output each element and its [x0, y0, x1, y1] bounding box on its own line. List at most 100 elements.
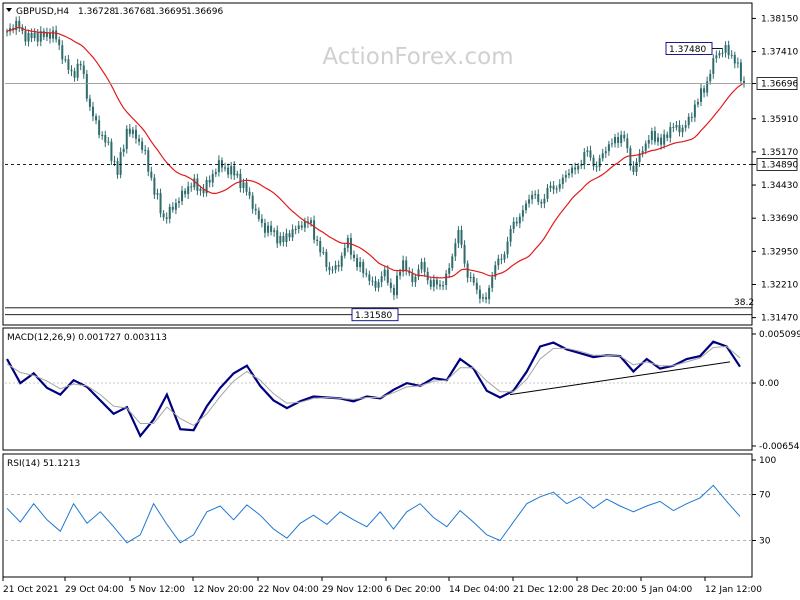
candle-body — [273, 230, 276, 232]
candle-body — [325, 251, 328, 267]
candle-body — [727, 45, 730, 56]
candle-body — [24, 31, 27, 42]
candle-body — [73, 71, 76, 78]
candle-body — [254, 208, 257, 211]
candle-body — [414, 276, 417, 283]
candle-body — [552, 185, 555, 190]
candle-body — [138, 138, 141, 142]
candle-body — [150, 171, 153, 178]
candle-body — [177, 201, 180, 203]
current-price-box — [756, 77, 798, 90]
candle-body — [617, 137, 620, 144]
candle-body — [429, 280, 432, 287]
candle-body — [567, 173, 570, 176]
candle-body — [27, 32, 30, 42]
candle-body — [534, 194, 537, 196]
candle-body — [276, 230, 279, 244]
candle-body — [39, 31, 42, 42]
candle-body — [607, 144, 610, 152]
candle-body — [736, 62, 739, 64]
signal-line — [6, 345, 741, 426]
candle-body — [657, 137, 660, 142]
candle-body — [442, 285, 445, 287]
price-tick-label: 1.32950 — [761, 247, 798, 257]
candle-body — [733, 54, 736, 64]
candle-body — [715, 55, 718, 59]
candle-body — [343, 247, 346, 256]
candle-body — [334, 265, 337, 270]
candle-body — [217, 160, 220, 173]
price-levels: 1.37480 1.31580 38.2 — [5, 41, 754, 322]
date-label: 5 Nov 12:00 — [130, 585, 185, 595]
candle-body — [558, 184, 561, 189]
price-tick-label: 1.31470 — [761, 314, 798, 324]
candle-body — [263, 222, 266, 233]
low-level-box — [351, 308, 399, 322]
candle-body — [233, 165, 236, 176]
candle-body — [690, 116, 693, 118]
candle-body — [524, 203, 527, 211]
candle-body — [451, 256, 454, 269]
candle-body — [368, 274, 371, 281]
candle-body — [537, 194, 540, 202]
fib-label: 38.2 — [734, 298, 754, 308]
candle-body — [79, 63, 82, 66]
candle-body — [420, 261, 423, 270]
candle-body — [104, 134, 107, 143]
candle-body — [438, 284, 441, 287]
price-scale: 1.38150 1.37410 1.36696 1.35910 1.35170 1.348… — [752, 14, 798, 324]
candle-body — [402, 260, 405, 272]
candle-body — [21, 27, 24, 32]
date-label: 28 Dec 20:00 — [577, 585, 638, 595]
candle-body — [45, 32, 48, 37]
candle-body — [279, 236, 282, 244]
candle-body — [359, 261, 362, 268]
candle-body — [383, 269, 386, 277]
candle-body — [478, 289, 481, 299]
candle-body — [297, 225, 300, 230]
candle-body — [193, 178, 196, 188]
candle-body — [85, 74, 88, 99]
candle-body — [165, 217, 168, 219]
candle-body — [491, 276, 494, 288]
candle-body — [712, 58, 715, 74]
price-tick-label: 1.33690 — [761, 214, 798, 224]
candle-body — [257, 210, 260, 219]
candle-body — [598, 158, 601, 167]
candle-body — [322, 251, 325, 253]
candle-body — [313, 220, 316, 240]
candle-body — [672, 126, 675, 128]
rsi-gridlines — [5, 494, 752, 541]
candle-body — [696, 101, 699, 105]
candle-body — [561, 177, 564, 185]
date-label: 21 Dec 12:00 — [513, 585, 574, 595]
candle-body — [76, 63, 79, 78]
candle-body — [141, 141, 144, 150]
candle-body — [405, 260, 408, 272]
candle-body — [546, 187, 549, 199]
candle-body — [82, 65, 85, 75]
candle-body — [703, 88, 706, 93]
candle-body — [730, 54, 733, 56]
candle-body — [116, 161, 119, 175]
candle-body — [408, 271, 411, 274]
watermark: ActionForex.com — [322, 44, 513, 70]
candle-body — [205, 179, 208, 194]
candle-body — [389, 282, 392, 289]
candle-body — [356, 257, 359, 268]
date-axis: 21 Oct 2021 29 Oct 04:00 5 Nov 12:00 12 Nov… — [2, 577, 762, 595]
candle-body — [101, 134, 104, 136]
candle-body — [55, 30, 58, 40]
candle-body — [184, 190, 187, 195]
candle-body — [653, 131, 656, 142]
ohlc-low: 1.36695 — [150, 7, 187, 17]
candle-body — [540, 201, 543, 204]
candle-body — [743, 80, 745, 84]
price-tick-label: 1.35910 — [761, 115, 798, 125]
candle-body — [291, 229, 294, 238]
candle-body — [423, 261, 426, 272]
dropdown-arrow-icon[interactable] — [6, 8, 12, 12]
candle-body — [580, 164, 583, 166]
high-level-label: 1.37480 — [669, 45, 706, 55]
candle-body — [543, 198, 546, 204]
